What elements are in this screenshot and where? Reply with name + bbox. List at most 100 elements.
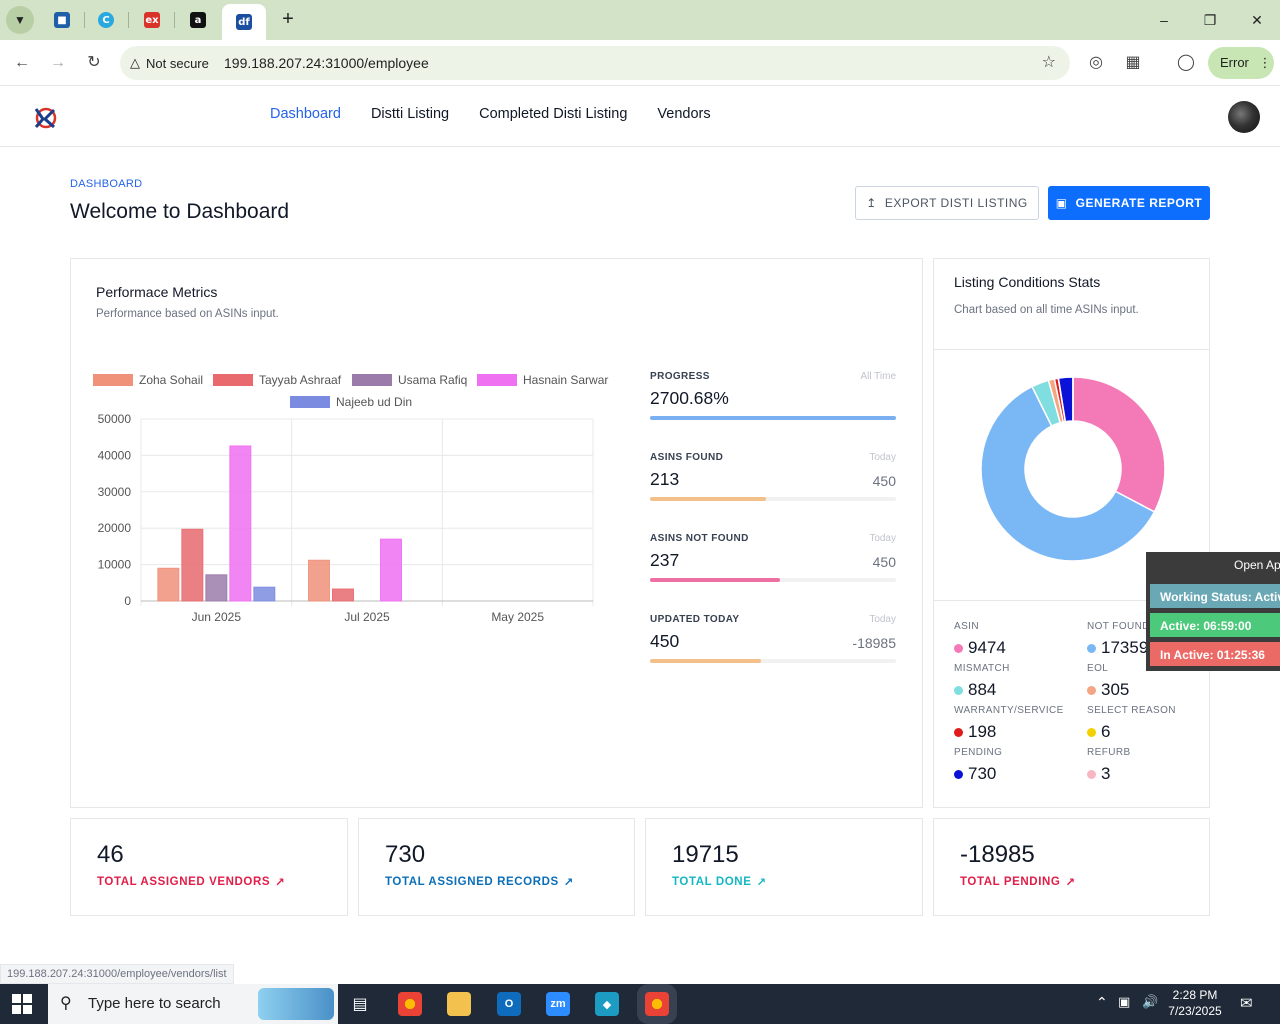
url-text[interactable]: 199.188.207.24:31000/employee [224,55,429,71]
reload-icon[interactable]: ↻ [87,54,101,71]
legend-tayyab[interactable]: Tayyab Ashraaf [213,373,341,387]
chrome-icon[interactable] [398,992,422,1016]
extensions-puzzle-icon[interactable]: ▦ [1125,54,1141,71]
metric-hint: Today [869,533,896,544]
breadcrumb[interactable]: DASHBOARD [70,178,143,190]
x-tick-label: May 2025 [491,610,544,624]
back-arrow-icon[interactable]: ← [14,54,30,71]
browser-tab[interactable]: ■ [48,6,76,34]
company-logo-icon[interactable] [32,103,60,131]
windows-taskbar: ⚲ Type here to search ▤ O zm ◆ ⌃ ▣ 🔊 2:2… [0,984,1280,1024]
outlook-icon[interactable]: O [497,992,521,1016]
taskbar-search[interactable]: ⚲ Type here to search [48,984,338,1024]
y-tick-label: 50000 [98,412,132,426]
browser-tab-active[interactable]: df [222,4,266,40]
stat-label: PENDING [954,747,1003,758]
stat-color-dot [954,685,963,695]
x-tick-label: Jul 2025 [344,610,390,624]
profile-icon[interactable]: ◯ [1177,54,1195,71]
stat-label: WARRANTY/SERVICE [954,705,1064,716]
windows-start-icon[interactable] [12,994,32,1014]
work-status-widget: Open Ap Working Status: Activ Active: 06… [1146,552,1280,671]
translate-globe-icon[interactable]: ◎ [1089,54,1103,71]
nav-dashboard[interactable]: Dashboard [270,106,341,122]
browser-tab[interactable]: a [184,6,212,34]
file-explorer-icon[interactable] [447,992,471,1016]
nav-disti-listing[interactable]: Distti Listing [370,106,450,122]
minimize-button[interactable]: – [1160,12,1168,28]
external-link-icon: ↗ [756,877,767,889]
total-assigned-vendors-card: 46 TOTAL ASSIGNED VENDORS ↗ [70,818,348,916]
stat-value: 6 [1101,722,1111,741]
restore-button[interactable]: ❐ [1203,12,1217,28]
working-status: Working Status: Activ [1150,584,1280,608]
donut-slice-not-found[interactable] [980,385,1156,562]
total-value: 730 [385,841,426,868]
stat-value: 305 [1101,680,1130,699]
bookmark-star-icon[interactable]: ☆ [1041,54,1056,71]
total-value: 19715 [672,841,739,868]
stat-value: 730 [968,764,997,783]
legend-usama[interactable]: Usama Rafiq [352,373,467,387]
kebab-menu-icon: ⋮ [1258,55,1272,70]
zoom-icon[interactable]: zm [546,992,570,1016]
taskbar-clock[interactable]: 2:28 PM 7/23/2025 [1166,987,1224,1019]
total-done-link[interactable]: TOTAL DONE ↗ [672,876,767,889]
network-icon[interactable]: ▣ [1118,994,1131,1009]
stat-label: ASIN [954,621,979,632]
metric-progress-fill [650,497,766,501]
metric-progress-fill [650,659,761,663]
total-pending-link[interactable]: TOTAL PENDING ↗ [960,876,1076,889]
performance-bar-chart: 0 10000 20000 30000 40000 50000 Jun 2025 Jul 20… [98,412,594,624]
donut-slice-asin[interactable] [1072,376,1166,513]
tab-search-chevron-icon[interactable]: ▼ [6,6,34,34]
legend-najeeb[interactable]: Najeeb ud Din [290,395,412,409]
total-assigned-vendors-link[interactable]: TOTAL ASSIGNED VENDORS ↗ [97,876,286,889]
close-window-button[interactable]: ✕ [1251,12,1263,28]
nav-vendors[interactable]: Vendors [657,106,711,122]
search-icon: ⚲ [60,995,72,1012]
stat-color-dot [1087,727,1096,737]
metric-updated-today: UPDATED TODAY Today 450 -18985 [650,614,896,663]
bar-najeeb-ud-din [253,586,276,602]
browser-tab[interactable]: C [92,6,120,34]
y-tick-label: 40000 [98,448,132,462]
stat-label: REFURB [1087,747,1131,758]
metric-progress-bar [650,578,896,582]
app-diamond-icon[interactable]: ◆ [595,992,619,1016]
legend-hasnain[interactable]: Hasnain Sarwar [477,373,608,387]
total-value: -18985 [960,841,1035,868]
performance-metrics-card: Performace Metrics Performance based on … [70,258,923,808]
new-tab-button[interactable]: + [282,8,294,30]
save-disk-icon: ▣ [1055,196,1068,210]
notifications-icon[interactable]: ✉ [1240,995,1253,1012]
metric-label: UPDATED TODAY [650,614,740,625]
task-view-icon[interactable]: ▤ [352,996,368,1013]
stat-label: SELECT REASON [1087,705,1176,716]
nav-completed-disti-listing[interactable]: Completed Disti Listing [479,106,628,122]
upload-icon: ↥ [866,196,877,210]
open-app-button[interactable]: Open Ap [1234,558,1280,572]
export-disti-listing-button[interactable]: ↥ EXPORT DISTI LISTING [855,186,1039,220]
forward-arrow-icon[interactable]: → [50,54,66,71]
tray-chevron-icon[interactable]: ⌃ [1096,994,1108,1010]
error-button[interactable]: Error ⋮ [1208,47,1274,79]
bar-zoha-sohail [308,559,330,602]
stat-eol: EOL 305 [1087,663,1207,700]
not-secure-indicator[interactable]: △ Not secure [130,55,209,71]
total-assigned-records-link[interactable]: TOTAL ASSIGNED RECORDS ↗ [385,876,575,889]
stat-asin: ASIN 9474 [954,621,1074,658]
stat-color-dot [1087,685,1096,695]
y-tick-label: 20000 [98,521,132,535]
generate-report-button[interactable]: ▣ GENERATE REPORT [1048,186,1210,220]
user-avatar[interactable] [1228,101,1260,133]
browser-tab[interactable]: ex [138,6,166,34]
address-bar[interactable]: △ Not secure 199.188.207.24:31000/employ… [120,46,1070,80]
volume-icon[interactable]: 🔊 [1142,994,1159,1009]
chrome-active-icon[interactable] [645,992,669,1016]
bar-hasnain-sarwar [380,538,402,602]
x-tick-label: Jun 2025 [192,610,242,624]
y-tick-label: 10000 [98,558,132,572]
legend-zoha[interactable]: Zoha Sohail [93,373,203,387]
metric-value: 213 [650,469,680,489]
